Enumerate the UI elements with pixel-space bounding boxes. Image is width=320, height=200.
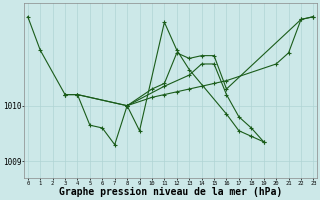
X-axis label: Graphe pression niveau de la mer (hPa): Graphe pression niveau de la mer (hPa): [59, 187, 282, 197]
